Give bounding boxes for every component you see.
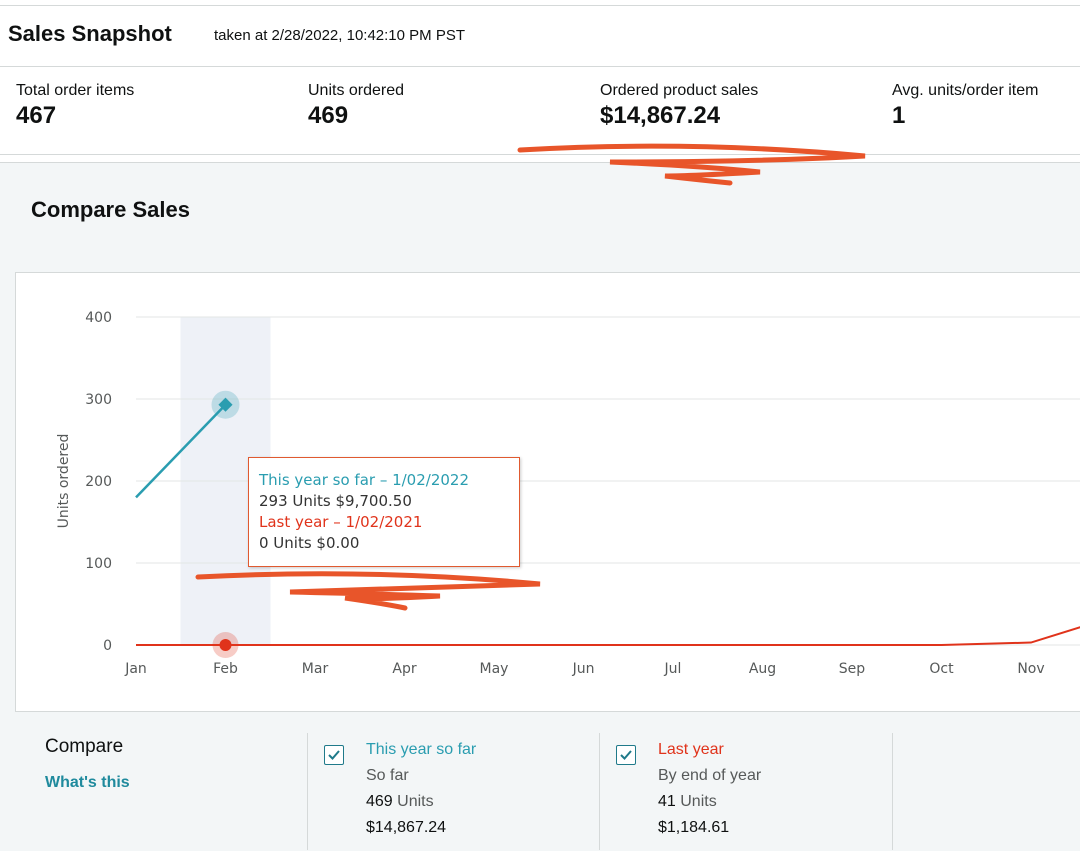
metric-total-order-items: Total order items 467 [16, 82, 134, 130]
metric-label: Ordered product sales [600, 82, 759, 99]
tooltip-last-year-label: Last year – 1/02/2021 [259, 513, 423, 531]
legend-last-year-text: Last year By end of year 41 Units $1,184… [658, 737, 761, 841]
metric-label: Avg. units/order item [892, 82, 1039, 99]
units-word: Units [680, 793, 717, 810]
check-icon [328, 750, 340, 760]
series-last-year-line [136, 626, 1080, 646]
whats-this-link[interactable]: What's this [45, 774, 130, 791]
legend-compare: Compare What's this [45, 736, 130, 792]
legend-series-sales: $14,867.24 [366, 819, 447, 836]
x-tick-label: Sep [839, 661, 866, 677]
x-tick-label: Jun [572, 661, 595, 677]
units-word: Units [397, 793, 434, 810]
last-year-point [219, 639, 232, 651]
x-tick-label: Oct [929, 661, 954, 677]
y-tick-label: 200 [85, 474, 112, 490]
y-tick-label: 300 [85, 392, 112, 408]
x-tick-label: Jul [664, 661, 682, 677]
legend-last-year: Last year By end of year 41 Units $1,184… [599, 733, 893, 850]
y-tick-label: 100 [85, 556, 112, 572]
legend-series-units: 469 Units [366, 789, 476, 815]
metrics-row: Total order items 467 Units ordered 469 … [0, 72, 1080, 155]
units-number: 469 [366, 793, 393, 810]
x-tick-label: Nov [1017, 661, 1044, 677]
chart-container: 0 100 200 300 400 Units ordered Jan Feb Mar Apr Ma… [15, 272, 1080, 712]
tooltip-last-year-value: 0 Units $0.00 [259, 534, 360, 552]
legend-this-year-text: This year so far So far 469 Units $14,86… [366, 737, 476, 841]
chart-tooltip: This year so far – 1/02/2022 293 Units $… [248, 457, 520, 567]
legend-this-year: This year so far So far 469 Units $14,86… [307, 733, 600, 850]
snapshot-timestamp: taken at 2/28/2022, 10:42:10 PM PST [214, 27, 466, 44]
y-axis-label: Units ordered [56, 434, 72, 529]
snapshot-header: Sales Snapshot taken at 2/28/2022, 10:42… [0, 5, 1080, 67]
x-tick-label: Feb [213, 661, 238, 677]
metric-avg-units-per-order-item: Avg. units/order item 1 [892, 82, 1038, 130]
units-number: 41 [658, 793, 676, 810]
metric-value: 1 [892, 102, 906, 129]
snapshot-title: Sales Snapshot [8, 21, 172, 46]
x-tick-label: Jan [124, 661, 147, 677]
metric-units-ordered: Units ordered 469 [308, 82, 404, 130]
compare-sales-title: Compare Sales [31, 197, 190, 222]
metric-value: 469 [308, 102, 349, 129]
tooltip-this-year-value: 293 Units $9,700.50 [259, 492, 412, 510]
x-tick-label: May [480, 661, 509, 677]
tooltip-this-year-label: This year so far – 1/02/2022 [259, 471, 469, 489]
units-ordered-chart: 0 100 200 300 400 Units ordered Jan Feb Mar Apr Ma… [56, 310, 1080, 677]
legend-series-name: This year so far [366, 741, 477, 758]
this-year-checkbox[interactable] [324, 745, 344, 765]
y-tick-label: 400 [85, 310, 112, 326]
legend-series-sales: $1,184.61 [658, 819, 730, 836]
y-tick-label: 0 [103, 638, 112, 654]
x-tick-label: Apr [392, 661, 416, 677]
metric-value: 467 [16, 102, 57, 129]
legend-series-sub: So far [366, 767, 409, 784]
legend-compare-label: Compare [45, 736, 124, 757]
last-year-checkbox[interactable] [616, 745, 636, 765]
x-tick-label: Aug [749, 661, 776, 677]
legend-series-sub: By end of year [658, 767, 762, 784]
check-icon [620, 750, 632, 760]
metric-ordered-product-sales: Ordered product sales $14,867.24 [600, 82, 758, 130]
legend-series-name: Last year [658, 741, 724, 758]
metric-value: $14,867.24 [600, 102, 721, 129]
metric-label: Total order items [16, 82, 135, 99]
legend-series-units: 41 Units [658, 789, 761, 815]
series-this-year-line [135, 403, 227, 499]
metric-label: Units ordered [308, 82, 405, 99]
x-tick-label: Mar [302, 661, 329, 677]
